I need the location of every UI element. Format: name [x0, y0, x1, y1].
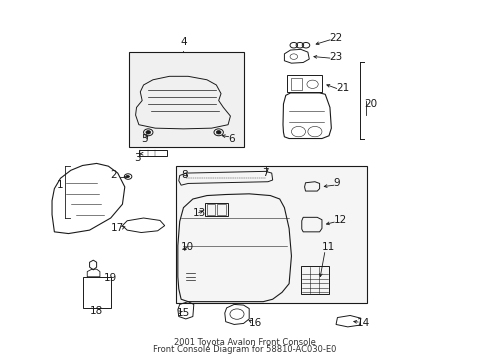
Bar	[129, 52, 244, 147]
Bar	[139, 150, 167, 157]
Bar	[176, 166, 366, 303]
Circle shape	[145, 131, 150, 134]
Bar	[82, 277, 110, 308]
Text: 14: 14	[356, 319, 369, 328]
Text: 2001 Toyota Avalon Front Console: 2001 Toyota Avalon Front Console	[173, 338, 315, 347]
Text: 9: 9	[333, 179, 340, 188]
Text: 5: 5	[141, 134, 147, 144]
Bar	[217, 204, 225, 215]
Text: 23: 23	[328, 52, 342, 62]
Text: 10: 10	[181, 242, 194, 252]
Text: 18: 18	[90, 306, 103, 316]
Text: 1: 1	[57, 180, 63, 190]
Text: 15: 15	[176, 308, 189, 318]
Circle shape	[216, 131, 221, 134]
Text: 20: 20	[364, 99, 377, 109]
Text: 8: 8	[181, 170, 187, 180]
Text: 17: 17	[110, 224, 123, 233]
Bar	[286, 75, 321, 92]
Text: 21: 21	[335, 84, 348, 93]
Text: 12: 12	[333, 215, 346, 225]
Bar	[204, 203, 227, 216]
Bar	[300, 266, 328, 294]
Text: 11: 11	[321, 242, 334, 252]
Text: 16: 16	[249, 319, 262, 328]
Circle shape	[126, 176, 129, 177]
Text: 13: 13	[192, 208, 205, 218]
Text: 2: 2	[110, 170, 117, 180]
Text: 6: 6	[227, 134, 234, 144]
Text: 3: 3	[134, 153, 141, 162]
Bar	[290, 78, 302, 90]
Text: 19: 19	[104, 274, 117, 283]
Text: 7: 7	[262, 168, 268, 178]
Text: Front Console Diagram for 58810-AC030-E0: Front Console Diagram for 58810-AC030-E0	[152, 345, 336, 354]
Text: 22: 22	[328, 33, 342, 43]
Text: 4: 4	[180, 37, 186, 47]
Bar	[206, 204, 215, 215]
